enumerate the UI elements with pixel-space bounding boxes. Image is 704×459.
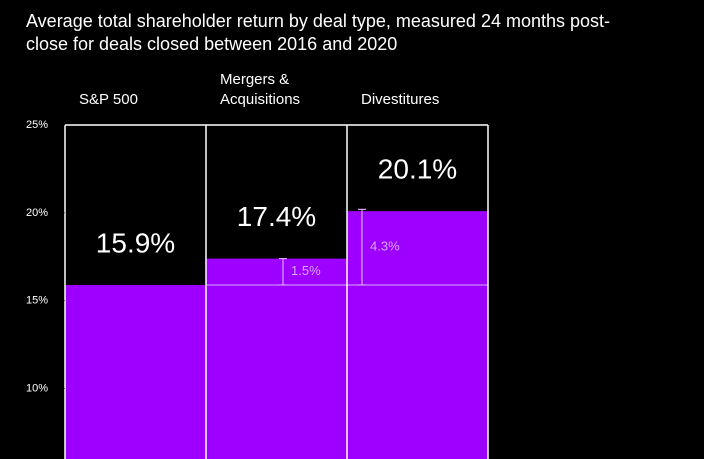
y-tick-label: 20% xyxy=(26,207,48,219)
category-label: S&P 500 xyxy=(79,91,138,108)
bar xyxy=(65,284,206,459)
category-label: Mergers & Acquisitions xyxy=(220,71,301,108)
value-label: 15.9% xyxy=(96,227,175,258)
y-tick-label: 15% xyxy=(26,295,48,307)
value-label: 20.1% xyxy=(378,154,457,185)
bar xyxy=(347,211,488,459)
difference-label: 1.5% xyxy=(291,263,321,278)
category-label: Divestitures xyxy=(361,91,440,108)
difference-label: 4.3% xyxy=(370,239,400,254)
chart-title: Average total shareholder return by deal… xyxy=(26,11,611,54)
bar xyxy=(206,258,347,459)
y-tick-label: 25% xyxy=(26,119,48,131)
value-label: 17.4% xyxy=(237,201,316,232)
y-tick-label: 10% xyxy=(26,383,48,395)
